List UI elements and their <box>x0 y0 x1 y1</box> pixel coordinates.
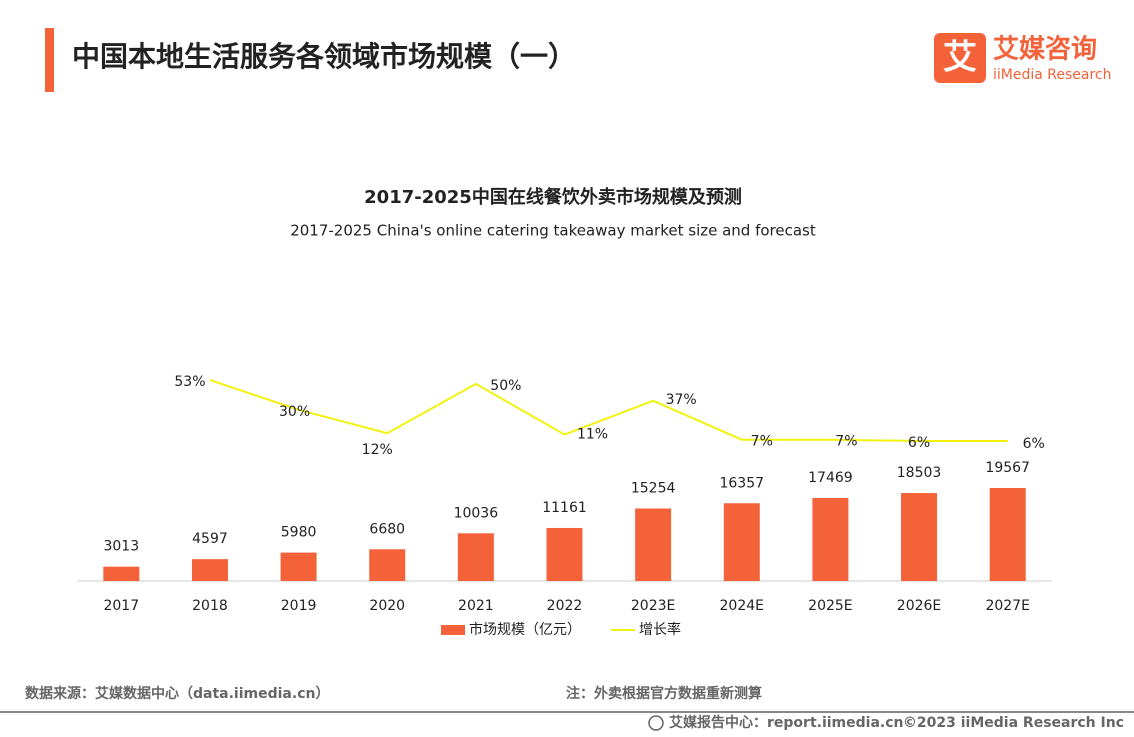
x-tick-label: 2020 <box>369 598 405 614</box>
bar-label: 19567 <box>985 460 1030 476</box>
logo-sub: iiMedia Research <box>993 67 1112 83</box>
logo-mark: 艾 <box>943 38 977 78</box>
logo-box <box>934 33 986 83</box>
x-tick-label: 2019 <box>281 598 317 614</box>
chart-title: 2017-2025中国在线餐饮外卖市场规模及预测 <box>364 186 742 208</box>
bar-label: 18503 <box>897 465 942 481</box>
bar-label: 5980 <box>281 525 317 541</box>
x-tick-label: 2024E <box>720 598 764 614</box>
bar-label: 15254 <box>631 480 676 496</box>
bar <box>546 527 583 581</box>
bar <box>280 552 317 581</box>
x-tick-label: 2018 <box>192 598 228 614</box>
report-site: 艾媒报告中心：report.iimedia.cn <box>669 714 904 731</box>
bar <box>901 493 938 581</box>
logo-name: 艾媒咨询 <box>993 34 1097 65</box>
line-label: 30% <box>279 404 310 420</box>
bar <box>457 533 494 581</box>
bar-label: 10036 <box>454 505 499 521</box>
legend-label: 市场规模（亿元） <box>469 621 581 638</box>
bar-label: 16357 <box>719 475 764 491</box>
bar-label: 17469 <box>808 470 853 486</box>
growth-line <box>209 379 1008 442</box>
bar <box>191 559 228 581</box>
bar <box>103 566 140 581</box>
x-tick-label: 2027E <box>985 598 1029 614</box>
legend-label: 增长率 <box>639 621 681 638</box>
x-tick-label: 2025E <box>808 598 852 614</box>
x-tick-label: 2021 <box>458 598 494 614</box>
line-label: 6% <box>1023 436 1045 452</box>
title-accent <box>45 28 54 92</box>
line-label: 6% <box>908 435 930 451</box>
bar <box>989 488 1026 581</box>
line-label: 37% <box>666 392 697 408</box>
bar <box>369 549 406 581</box>
line-label: 53% <box>174 374 205 390</box>
bar-label: 6680 <box>369 521 405 537</box>
x-tick-label: 2023E <box>631 598 675 614</box>
note: 注：外卖根据官方数据重新测算 <box>566 685 762 702</box>
bar-label: 4597 <box>192 531 228 547</box>
chart-subtitle: 2017-2025 China's online catering takeaw… <box>290 222 816 240</box>
page-title: 中国本地生活服务各领域市场规模（一） <box>72 40 576 73</box>
bar <box>723 503 760 581</box>
line-label: 50% <box>490 378 521 394</box>
bar <box>812 497 849 581</box>
bar-label: 3013 <box>103 539 139 555</box>
copyright: ©2023 iiMedia Research Inc <box>903 715 1124 731</box>
bar <box>635 508 672 581</box>
x-tick-label: 2017 <box>103 598 139 614</box>
line-label: 7% <box>751 434 773 450</box>
source: 数据来源：艾媒数据中心（data.iimedia.cn） <box>25 685 329 702</box>
x-tick-label: 2026E <box>897 598 941 614</box>
globe-icon <box>648 715 664 731</box>
legend-swatch <box>441 625 465 635</box>
line-label: 11% <box>577 427 608 443</box>
x-tick-label: 2022 <box>547 598 583 614</box>
bar-label: 11161 <box>542 500 587 516</box>
line-label: 7% <box>835 434 857 450</box>
line-label: 12% <box>362 442 393 458</box>
